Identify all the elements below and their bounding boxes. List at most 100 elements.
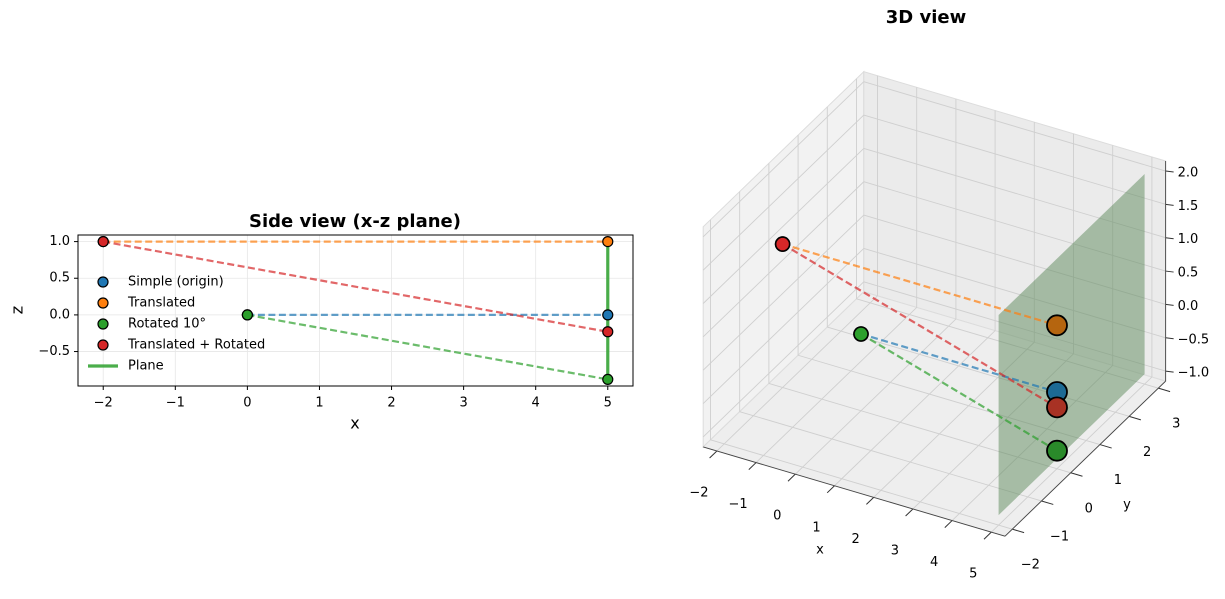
x-tick — [944, 520, 953, 528]
z-tick-label: −1.0 — [1178, 366, 1210, 381]
x-tick-label: 0 — [243, 396, 251, 411]
z-tick-label: 1.5 — [1178, 199, 1199, 214]
legend-label: Translated — [127, 296, 195, 311]
z-tick-label: 2.0 — [1178, 166, 1199, 181]
x-tick-label: −1 — [729, 497, 748, 512]
grid-line — [990, 376, 1153, 533]
source-point — [853, 326, 869, 342]
grid-line — [710, 439, 1013, 530]
grid-line — [739, 411, 1042, 502]
grid-line — [702, 181, 865, 338]
z-tick — [1165, 337, 1174, 340]
y-tick-label: −0.5 — [38, 344, 70, 359]
grid-line — [716, 295, 878, 452]
grid-line — [863, 81, 1166, 172]
y-tick-label: −1 — [1050, 529, 1069, 544]
grid-line — [702, 81, 865, 238]
legend-marker — [97, 339, 109, 351]
x-tick — [983, 531, 992, 540]
target-point — [1046, 439, 1068, 462]
grid-line — [702, 114, 865, 271]
x-axis-label: x — [350, 414, 359, 433]
legend-label: Simple (origin) — [128, 275, 224, 290]
x-tick — [709, 450, 718, 459]
series-line — [860, 333, 1058, 452]
y-tick-label: 0 — [1085, 501, 1093, 516]
y-tick-label: 2 — [1143, 445, 1151, 460]
z-tick-label: −0.5 — [1178, 332, 1210, 347]
z-tick — [1165, 270, 1174, 273]
y-tick — [1099, 444, 1112, 449]
z-tick-label: 0.0 — [1178, 299, 1199, 314]
x-tick — [748, 462, 757, 470]
z-tick-label: 0.5 — [1178, 266, 1199, 281]
legend-label: Rotated 10° — [128, 317, 206, 332]
x-tick-label: 3 — [459, 396, 467, 411]
grid-line — [702, 148, 865, 304]
point — [241, 309, 253, 321]
grid-line — [702, 248, 865, 404]
x-tick-label: 1 — [812, 520, 820, 535]
axes-frame — [77, 234, 634, 387]
x-tick-label: −2 — [94, 396, 113, 411]
z-tick-label: 1.0 — [1178, 232, 1199, 247]
target-point — [1046, 314, 1068, 337]
grid-line — [702, 281, 865, 438]
x-tick-label: 2 — [852, 532, 860, 547]
x-tick-label: 4 — [930, 555, 938, 570]
x-tick — [826, 485, 835, 494]
legend-marker — [97, 297, 109, 309]
x-tick-label: 3 — [891, 543, 899, 558]
y-tick-label: 1 — [1114, 473, 1122, 488]
source-point — [774, 236, 791, 252]
y-tick-label: 0.5 — [49, 271, 70, 286]
y-tick-label: 3 — [1172, 417, 1180, 432]
grid-line — [794, 318, 957, 475]
y-tick-label: 0.0 — [49, 307, 70, 322]
axis-line — [703, 446, 1006, 537]
x-tick — [905, 508, 914, 517]
series-line — [860, 332, 1058, 394]
series-line — [782, 243, 1058, 327]
point — [602, 326, 614, 338]
legend-marker — [97, 318, 109, 330]
axis-line — [1004, 380, 1166, 537]
y-tick — [1041, 500, 1054, 505]
y-tick — [1070, 472, 1083, 477]
legend-marker — [97, 276, 109, 288]
chart-title: Side view (x-z plane) — [249, 211, 461, 232]
y-tick-label: 1.0 — [49, 234, 70, 249]
x-tick-label: 4 — [532, 396, 540, 411]
x-tick — [866, 496, 875, 505]
legend-label: Translated + Rotated — [127, 338, 265, 353]
x-axis-label: x — [816, 543, 824, 558]
grid-line — [834, 330, 996, 487]
x-tick — [787, 473, 796, 482]
grid-line — [863, 114, 1166, 205]
x-tick-label: −2 — [689, 485, 708, 500]
z-tick — [1165, 170, 1174, 173]
target-point — [1046, 396, 1068, 419]
z-tick — [1165, 237, 1174, 240]
y-tick — [1158, 387, 1171, 393]
grid-line — [755, 307, 918, 463]
point — [602, 235, 614, 248]
x-tick-label: 5 — [969, 567, 977, 582]
z-tick — [1165, 303, 1174, 306]
point — [602, 373, 614, 386]
point — [97, 235, 109, 248]
x-tick-label: 5 — [604, 396, 612, 411]
z-tick — [1165, 370, 1174, 373]
series-line — [782, 243, 1058, 409]
x-tick-label: −1 — [166, 396, 185, 411]
x-tick-label: 2 — [387, 396, 395, 411]
plane — [998, 174, 1145, 516]
grid-line — [702, 214, 865, 371]
point — [602, 309, 614, 321]
y-axis-label: z — [8, 306, 27, 314]
y-axis-label: y — [1123, 498, 1131, 513]
y-tick — [1012, 528, 1025, 534]
z-tick — [1165, 203, 1174, 206]
legend-label: Plane — [128, 359, 164, 374]
